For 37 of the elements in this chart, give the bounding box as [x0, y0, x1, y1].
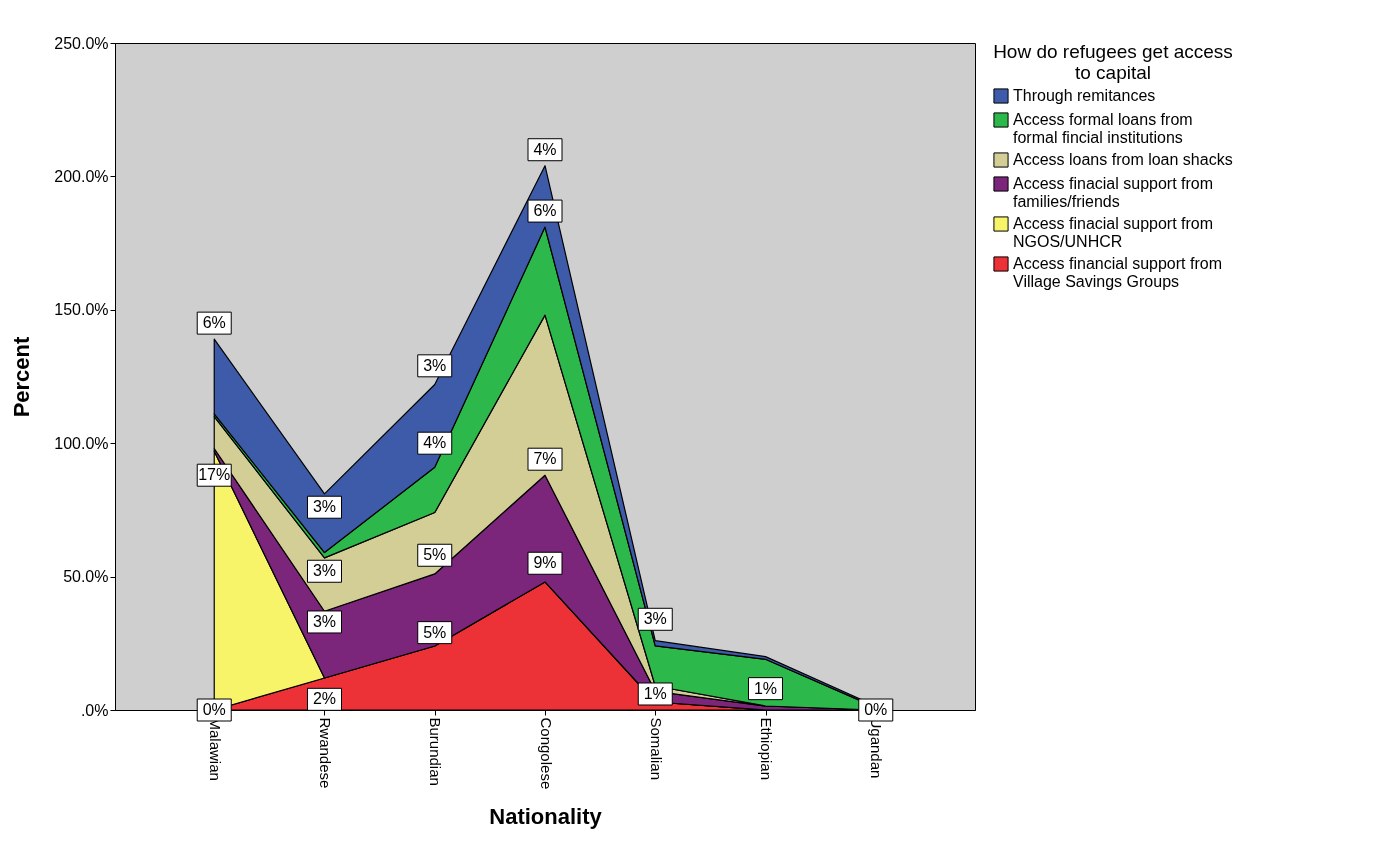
annotation: 6%	[202, 314, 226, 332]
annotation: 4%	[423, 434, 447, 452]
y-tick-label: 250.0%	[54, 34, 109, 52]
annotation: 9%	[533, 554, 557, 572]
legend-label: Access loans from loan shacks	[1013, 151, 1233, 168]
legend-label: Through remitances	[1013, 87, 1156, 104]
y-tick-label: 50.0%	[63, 568, 109, 586]
y-tick-label: 200.0%	[54, 167, 109, 185]
x-axis-title: Nationality	[489, 804, 603, 830]
x-tick-label: Ethiopian	[758, 717, 776, 781]
annotation: 17%	[198, 466, 231, 484]
x-tick-label: Somalian	[647, 717, 665, 781]
y-tick-label: .0%	[80, 701, 109, 719]
annotation: 1%	[753, 679, 778, 697]
y-axis-title: Percent	[9, 335, 35, 418]
y-tick-label: 150.0%	[54, 301, 109, 319]
legend-label: Access formal loans from formal fincial institutions	[1013, 111, 1193, 146]
annotation: 4%	[533, 140, 557, 158]
annotation: 6%	[533, 202, 557, 220]
legend-title: How do refugees get access to capital	[993, 41, 1233, 83]
y-tick-label: 100.0%	[54, 434, 109, 452]
annotation: 3%	[312, 612, 337, 630]
annotation: 5%	[423, 623, 447, 641]
annotation: 2%	[312, 690, 337, 708]
annotation: 3%	[643, 610, 667, 628]
annotation: 3%	[312, 498, 337, 516]
annotation: 3%	[423, 356, 447, 374]
x-tick-label: Rwandese	[316, 717, 334, 789]
x-tick-label: Ugandan	[868, 717, 886, 779]
annotation: 7%	[533, 450, 557, 468]
x-tick-label: Burundian	[427, 717, 445, 786]
x-tick-label: Congolese	[537, 717, 555, 790]
annotation: 5%	[423, 546, 447, 564]
legend-label: Access financial support from Village Savings Groups	[1013, 255, 1222, 290]
annotation: 3%	[312, 562, 337, 580]
legend-label: Access finacial support from families/friends	[1013, 175, 1214, 210]
legend-label: Access finacial support from NGOS/UNHCR	[1013, 215, 1214, 250]
